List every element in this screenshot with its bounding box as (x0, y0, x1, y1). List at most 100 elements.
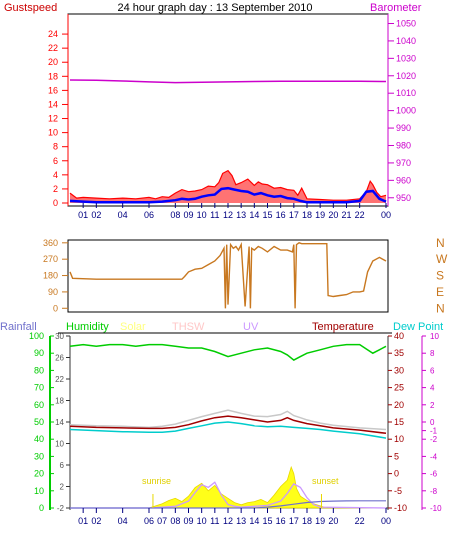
climate-x-tick-label: 15 (262, 516, 272, 526)
temp-left-tick-label: 22 (55, 375, 64, 384)
uv-tick-label: -2 (430, 435, 438, 444)
uv-tick-label: 2 (430, 401, 435, 410)
uv-tick-label: -6 (430, 470, 438, 479)
temp-left-tick-label: 18 (55, 397, 64, 406)
barometer-tick-label: 1030 (396, 53, 416, 63)
compass-label: N (436, 301, 445, 315)
wind-x-tick-label: 18 (302, 210, 312, 220)
gust-tick-label: 10 (48, 128, 58, 138)
legend-solar: Solar (120, 321, 146, 333)
barometer-tick-label: 1010 (396, 88, 416, 98)
temp-left-tick-label: 30 (55, 332, 64, 341)
uv-tick-label: 10 (430, 332, 439, 341)
barometer-tick-label: 1020 (396, 71, 416, 81)
compass-label: S (436, 269, 444, 283)
humidity-tick-label: 10 (34, 486, 44, 496)
humidity-tick-label: 100 (29, 331, 44, 341)
wind-x-tick-label: 09 (183, 210, 193, 220)
uv-tick-label: -4 (430, 452, 438, 461)
gust-tick-label: 14 (48, 99, 58, 109)
temp-left-tick-label: 26 (55, 354, 64, 363)
temp-right-tick-label: 25 (394, 383, 404, 393)
gust-tick-label: 6 (53, 156, 58, 166)
barometer-tick-label: 960 (396, 175, 411, 185)
temp-left-tick-label: 14 (55, 418, 64, 427)
direction-tick-label: 90 (48, 287, 58, 297)
humidity-tick-label: 50 (34, 417, 44, 427)
wind-x-tick-label: 01 (78, 210, 88, 220)
legend-uv: UV (243, 321, 259, 333)
wind-x-tick-label: 19 (315, 210, 325, 220)
temp-left-tick-label: 10 (55, 440, 64, 449)
humidity-tick-label: 20 (34, 469, 44, 479)
climate-x-tick-label: 01 (78, 516, 88, 526)
climate-x-tick-label: 17 (289, 516, 299, 526)
gust-tick-label: 8 (53, 142, 58, 152)
wind-x-tick-label: 15 (262, 210, 272, 220)
temp-right-tick-label: -10 (394, 503, 407, 513)
temp-left-tick-label: 2 (60, 483, 65, 492)
humidity-tick-label: 0 (39, 503, 44, 513)
humidity-series-line (69, 343, 387, 361)
uv-tick-label: 6 (430, 366, 435, 375)
barometer-tick-label: 1040 (396, 36, 416, 46)
climate-x-tick-label: 08 (170, 516, 180, 526)
barometer-title: Barometer (370, 2, 422, 14)
gust-tick-label: 0 (53, 198, 58, 208)
climate-x-tick-label: 20 (328, 516, 338, 526)
compass-label: E (436, 285, 444, 299)
direction-series-line (69, 241, 387, 309)
humidity-tick-label: 70 (34, 383, 44, 393)
sunrise-label: sunrise (142, 476, 171, 486)
wind-x-tick-label: 22 (355, 210, 365, 220)
climate-x-tick-label: 10 (197, 516, 207, 526)
humidity-tick-label: 40 (34, 434, 44, 444)
gust-tick-label: 16 (48, 85, 58, 95)
legend-humidity: Humidity (66, 321, 109, 333)
legend-temperature: Temperature (312, 321, 374, 333)
compass-label: N (436, 236, 445, 250)
wind-x-tick-label: 21 (341, 210, 351, 220)
wind-chart: 0246810121416182022249509609709809901000… (48, 14, 416, 220)
uv-tick-label: 8 (430, 349, 435, 358)
wind-x-tick-label: 12 (223, 210, 233, 220)
climate-x-tick-label: 12 (223, 516, 233, 526)
climate-x-tick-label: 16 (276, 516, 286, 526)
barometer-tick-label: 990 (396, 123, 411, 133)
humidity-tick-label: 30 (34, 451, 44, 461)
climate-x-tick-label: 09 (183, 516, 193, 526)
climate-x-tick-label: 04 (118, 516, 128, 526)
windspeed-series-line (69, 186, 387, 204)
direction-tick-label: 270 (43, 254, 58, 264)
temp-right-tick-label: 35 (394, 348, 404, 358)
wind-x-tick-label: 14 (249, 210, 259, 220)
wind-x-tick-label: 08 (170, 210, 180, 220)
thsw-series-line (69, 409, 387, 431)
gust-series-area (70, 170, 386, 203)
gust-tick-label: 22 (48, 43, 58, 53)
barometer-series-line (69, 79, 387, 84)
climate-x-tick-label: 19 (315, 516, 325, 526)
gust-series-line (69, 169, 387, 201)
temp-right-tick-label: 10 (394, 434, 404, 444)
climate-x-tick-label: 07 (157, 516, 167, 526)
barometer-tick-label: 970 (396, 158, 411, 168)
temp-right-tick-label: 20 (394, 400, 404, 410)
temp-right-tick-label: 0 (394, 469, 399, 479)
humidity-tick-label: 60 (34, 400, 44, 410)
wind-x-tick-label: 13 (236, 210, 246, 220)
wind-x-tick-label: 17 (289, 210, 299, 220)
temp-right-tick-label: 40 (394, 331, 404, 341)
temp-left-tick-label: -2 (57, 504, 65, 513)
wind-x-tick-label: 04 (118, 210, 128, 220)
uv-tick-label: 0 (430, 418, 435, 427)
uv-tick-label: -8 (430, 487, 438, 496)
gust-tick-label: 18 (48, 71, 58, 81)
wind-x-tick-label: 16 (276, 210, 286, 220)
compass-label: W (436, 252, 448, 266)
temp-right-tick-label: 30 (394, 365, 404, 375)
sunset-label: sunset (312, 476, 339, 486)
gustspeed-title: Gustspeed (4, 2, 57, 14)
direction-tick-label: 360 (43, 238, 58, 248)
